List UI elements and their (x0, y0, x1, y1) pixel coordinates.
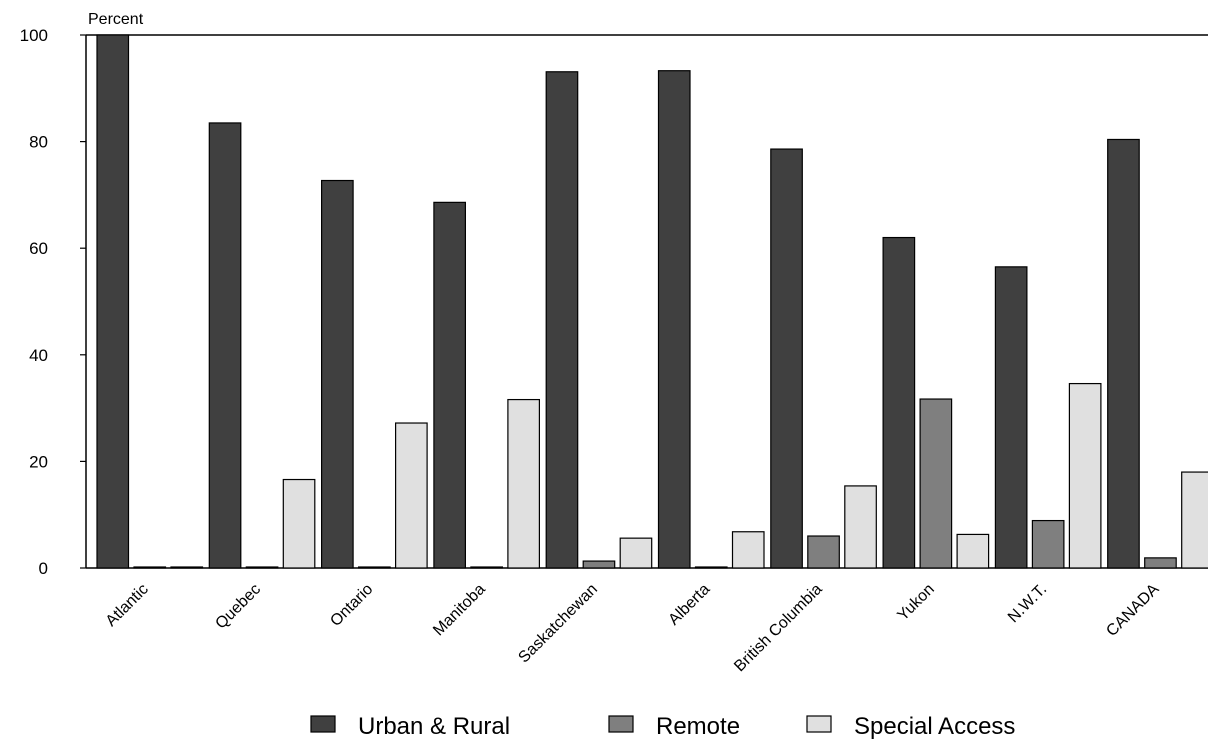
bar-special-access-british-columbia (844, 485, 877, 569)
y-tick-label: 40 (29, 346, 48, 365)
bar-remote-manitoba (470, 566, 503, 569)
bar-urban-rural-n-w-t (994, 266, 1028, 569)
legend-item: Special Access (806, 713, 1015, 740)
x-tick-label: CANADA (1103, 581, 1162, 640)
bar-urban-rural-atlantic (96, 34, 130, 569)
bar-special-access-ontario (395, 422, 428, 569)
x-tick-label: Manitoba (430, 581, 489, 640)
x-tick-label: Yukon (894, 581, 937, 624)
legend-swatch (608, 715, 634, 733)
bar-remote-quebec (245, 566, 279, 569)
bar-urban-rural-saskatchewan (545, 71, 579, 569)
bar-remote-canada (1144, 557, 1177, 569)
y-tick-label: 100 (20, 26, 48, 45)
bar-special-access-saskatchewan (619, 537, 653, 569)
bar-urban-rural-ontario (321, 179, 354, 569)
bar-special-access-alberta (731, 531, 765, 569)
bar-remote-saskatchewan (582, 560, 616, 569)
bar-remote-atlantic (133, 566, 167, 569)
bar-urban-rural-manitoba (433, 201, 466, 569)
axes (80, 34, 1208, 569)
bar-special-access-manitoba (507, 398, 540, 569)
x-tick-label: N.W.T. (1005, 581, 1050, 626)
y-axis-unit-label: Percent (88, 11, 144, 28)
bar-remote-alberta (694, 566, 728, 569)
x-tick-label: Atlantic (103, 581, 152, 630)
bar-special-access-quebec (282, 478, 316, 569)
legend-swatch (310, 715, 336, 733)
legend-label: Urban & Rural (358, 713, 510, 740)
bar-remote-n-w-t (1031, 519, 1065, 569)
x-tick-label: British Columbia (731, 581, 825, 675)
x-tick-label: Ontario (327, 581, 376, 630)
bar-remote-yukon (919, 398, 953, 569)
y-tick-label: 80 (29, 133, 48, 152)
y-tick-label: 20 (29, 452, 48, 471)
legend: Urban & Rural Remote Special Access (310, 713, 1015, 740)
x-tick-label: Quebec (212, 581, 264, 633)
legend-label: Remote (656, 713, 740, 740)
bar-urban-rural-canada (1107, 138, 1140, 569)
bars (96, 34, 1208, 569)
bar-special-access-yukon (956, 533, 990, 569)
bar-special-access-canada (1181, 471, 1208, 569)
x-tick-label: Alberta (665, 581, 713, 629)
bar-special-access-n-w-t (1068, 382, 1102, 569)
legend-item: Remote (608, 713, 740, 740)
x-tick-label: Saskatchewan (515, 581, 601, 667)
bar-remote-british-columbia (807, 535, 840, 569)
legend-item: Urban & Rural (310, 713, 510, 740)
bar-urban-rural-quebec (208, 122, 242, 569)
bar-urban-rural-british-columbia (770, 148, 803, 569)
y-tick-label: 0 (39, 559, 48, 578)
bar-special-access-atlantic (170, 566, 204, 569)
legend-swatch (806, 715, 832, 733)
tick-labels: Percent 0 20 40 60 80 100 Atlantic Quebec Ontari… (20, 11, 1163, 675)
y-tick-label: 60 (29, 239, 48, 258)
bar-remote-ontario (358, 566, 391, 569)
legend-label: Special Access (854, 713, 1015, 740)
bar-urban-rural-alberta (657, 70, 691, 569)
bar-urban-rural-yukon (882, 236, 916, 569)
